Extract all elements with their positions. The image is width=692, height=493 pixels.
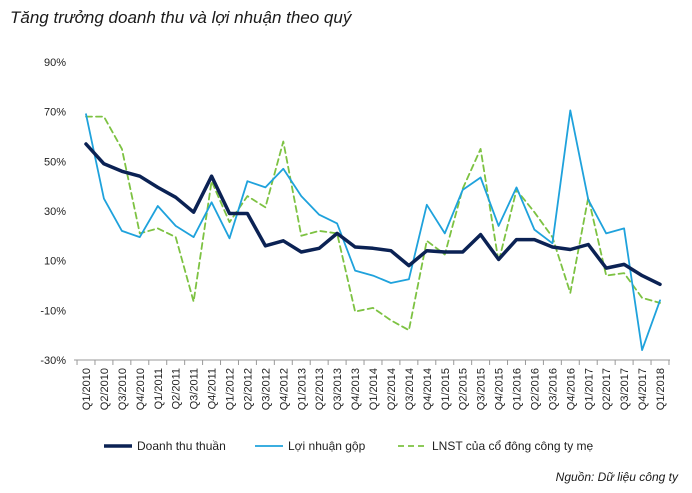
x-tick-label: Q4/2017 — [637, 368, 649, 410]
y-axis-tick-labels: -30% -10% 10% 30% 50% 70% 90% — [40, 57, 66, 367]
x-tick-label: Q3/2013 — [332, 368, 344, 410]
series-line-0 — [84, 142, 662, 287]
x-axis-ticks — [76, 360, 670, 365]
x-tick-label: Q4/2013 — [350, 368, 362, 410]
x-tick-label: Q3/2014 — [404, 368, 416, 410]
x-tick-label: Q3/2016 — [547, 368, 559, 410]
x-tick-label: Q2/2010 — [99, 368, 111, 410]
x-tick-label: Q1/2014 — [368, 368, 380, 410]
x-tick-label: Q3/2017 — [619, 368, 631, 410]
x-tick-label: Q1/2010 — [81, 368, 93, 410]
y-tick-label: 50% — [44, 156, 66, 168]
y-tick-label: -30% — [40, 355, 66, 367]
x-tick-label: Q1/2012 — [225, 368, 237, 410]
series-line-2 — [85, 115, 661, 332]
x-tick-label: Q4/2010 — [135, 368, 147, 410]
y-tick-label: 10% — [44, 256, 66, 268]
x-tick-label: Q3/2011 — [189, 368, 201, 409]
x-tick-label: Q2/2013 — [314, 368, 326, 410]
legend-label: Lợi nhuận gộp — [288, 439, 366, 453]
series-line-1 — [85, 109, 661, 352]
x-tick-label: Q4/2011 — [207, 368, 219, 409]
x-tick-label: Q1/2016 — [512, 368, 524, 410]
y-tick-label: -10% — [40, 305, 66, 317]
y-tick-label: 70% — [44, 107, 66, 119]
y-tick-label: 90% — [44, 57, 66, 69]
chart-title: Tăng trưởng doanh thu và lợi nhuận theo … — [10, 8, 352, 27]
legend-label: Doanh thu thuần — [137, 439, 226, 453]
x-tick-label: Q4/2014 — [422, 368, 434, 410]
x-tick-label: Q1/2018 — [655, 368, 667, 410]
x-axis-tick-labels: Q1/2010 Q2/2010 Q3/2010 Q4/2010 Q1/2011 Q2/20… — [81, 368, 667, 410]
x-tick-label: Q2/2014 — [386, 368, 398, 410]
x-tick-label: Q1/2011 — [153, 368, 165, 409]
x-tick-label: Q2/2015 — [458, 368, 470, 410]
x-tick-label: Q3/2010 — [117, 368, 129, 410]
x-tick-label: Q4/2012 — [278, 368, 290, 410]
legend: Doanh thu thuần Lợi nhuận gộp LNST của cổ … — [104, 439, 594, 453]
legend-label: LNST của cổ đông công ty mẹ — [432, 439, 594, 453]
x-tick-label: Q2/2012 — [242, 368, 254, 410]
x-tick-label: Q2/2017 — [601, 368, 613, 410]
x-tick-label: Q4/2016 — [565, 368, 577, 410]
x-tick-label: Q4/2015 — [494, 368, 506, 410]
x-tick-label: Q2/2011 — [171, 368, 183, 409]
x-tick-label: Q3/2012 — [260, 368, 272, 410]
x-tick-label: Q2/2016 — [529, 368, 541, 410]
x-tick-label: Q1/2013 — [296, 368, 308, 410]
series-lines — [84, 109, 662, 352]
x-tick-label: Q3/2015 — [476, 368, 488, 410]
x-tick-label: Q1/2017 — [583, 368, 595, 410]
y-tick-label: 30% — [44, 206, 66, 218]
source-note: Nguồn: Dữ liệu công ty — [555, 470, 678, 484]
x-tick-label: Q1/2015 — [440, 368, 452, 410]
